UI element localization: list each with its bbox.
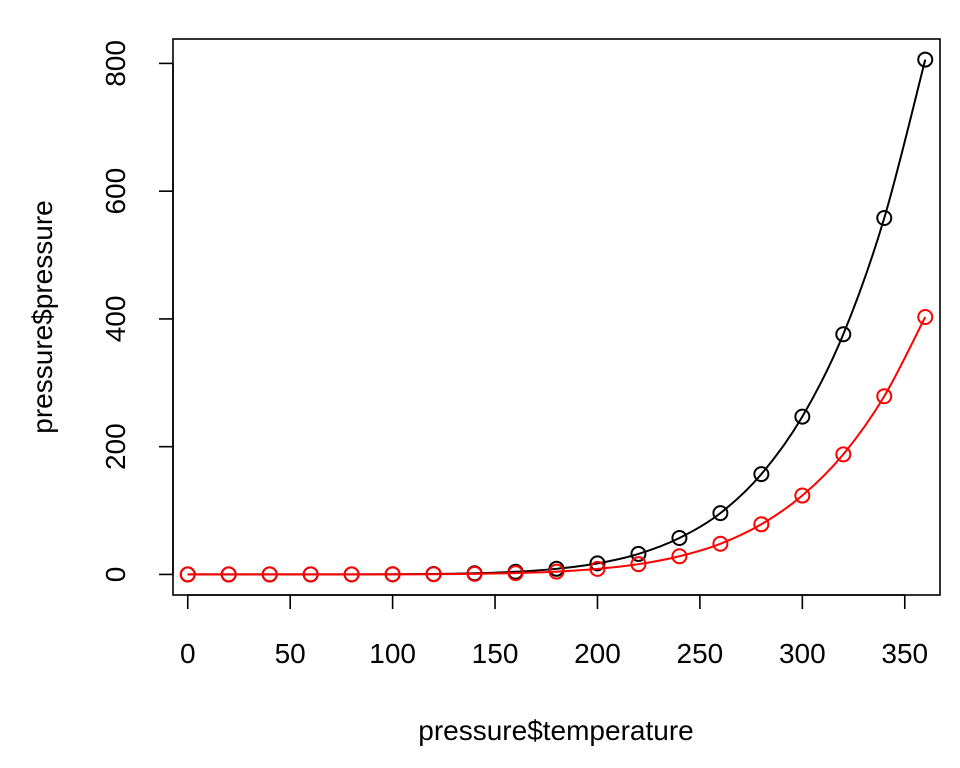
series-1-point [917,51,934,68]
series-2-point [220,566,237,583]
x-tick-label: 250 [677,638,724,669]
series-2-point [302,566,319,583]
y-tick-label: 600 [100,168,131,215]
y-axis-title: pressure$pressure [27,200,58,433]
x-tick-label: 200 [574,638,621,669]
series-1-point [876,209,893,226]
series-2-line [187,316,927,576]
x-tick-label: 0 [180,638,196,669]
x-tick-label: 300 [779,638,826,669]
series-1-point [794,408,811,425]
x-axis-title: pressure$temperature [418,715,693,746]
x-tick-label: 150 [472,638,519,669]
plot-frame [172,38,941,596]
series-2-point [179,566,196,583]
series-2-point [917,309,934,325]
x-tick-label: 100 [369,638,416,669]
series-1-point [630,545,647,562]
series-2-point [589,560,606,577]
series-2-point [876,388,893,405]
series-2-point [384,566,401,583]
x-tick-label: 50 [275,638,306,669]
series-2-point [794,487,811,504]
y-tick-label: 800 [100,40,131,87]
series-2-point [466,565,483,582]
series-1-point [589,555,606,572]
x-axis: 0 50 100 150 200 250 300 350 [180,594,928,669]
series-1-point [671,530,688,547]
y-tick-label: 400 [100,296,131,343]
y-tick-label: 0 [100,567,131,583]
series-2-point [630,556,647,573]
x-tick-label: 350 [881,638,928,669]
series-layer [179,51,934,583]
y-axis: 0 200 400 600 800 [100,40,174,583]
series-1-point [835,326,852,343]
series-1-line [187,59,927,576]
series-2-point [712,535,729,552]
series-2-point [753,516,770,533]
series-2-point [425,566,442,583]
y-tick-label: 200 [100,423,131,470]
series-2-point [507,565,524,582]
series-2-point [261,566,278,583]
series-2-point [548,563,565,580]
series-2-point [671,548,688,565]
series-2-point [835,446,852,463]
series-1-point [753,466,770,483]
series-2-point [343,566,360,583]
series-1-point [712,505,729,522]
